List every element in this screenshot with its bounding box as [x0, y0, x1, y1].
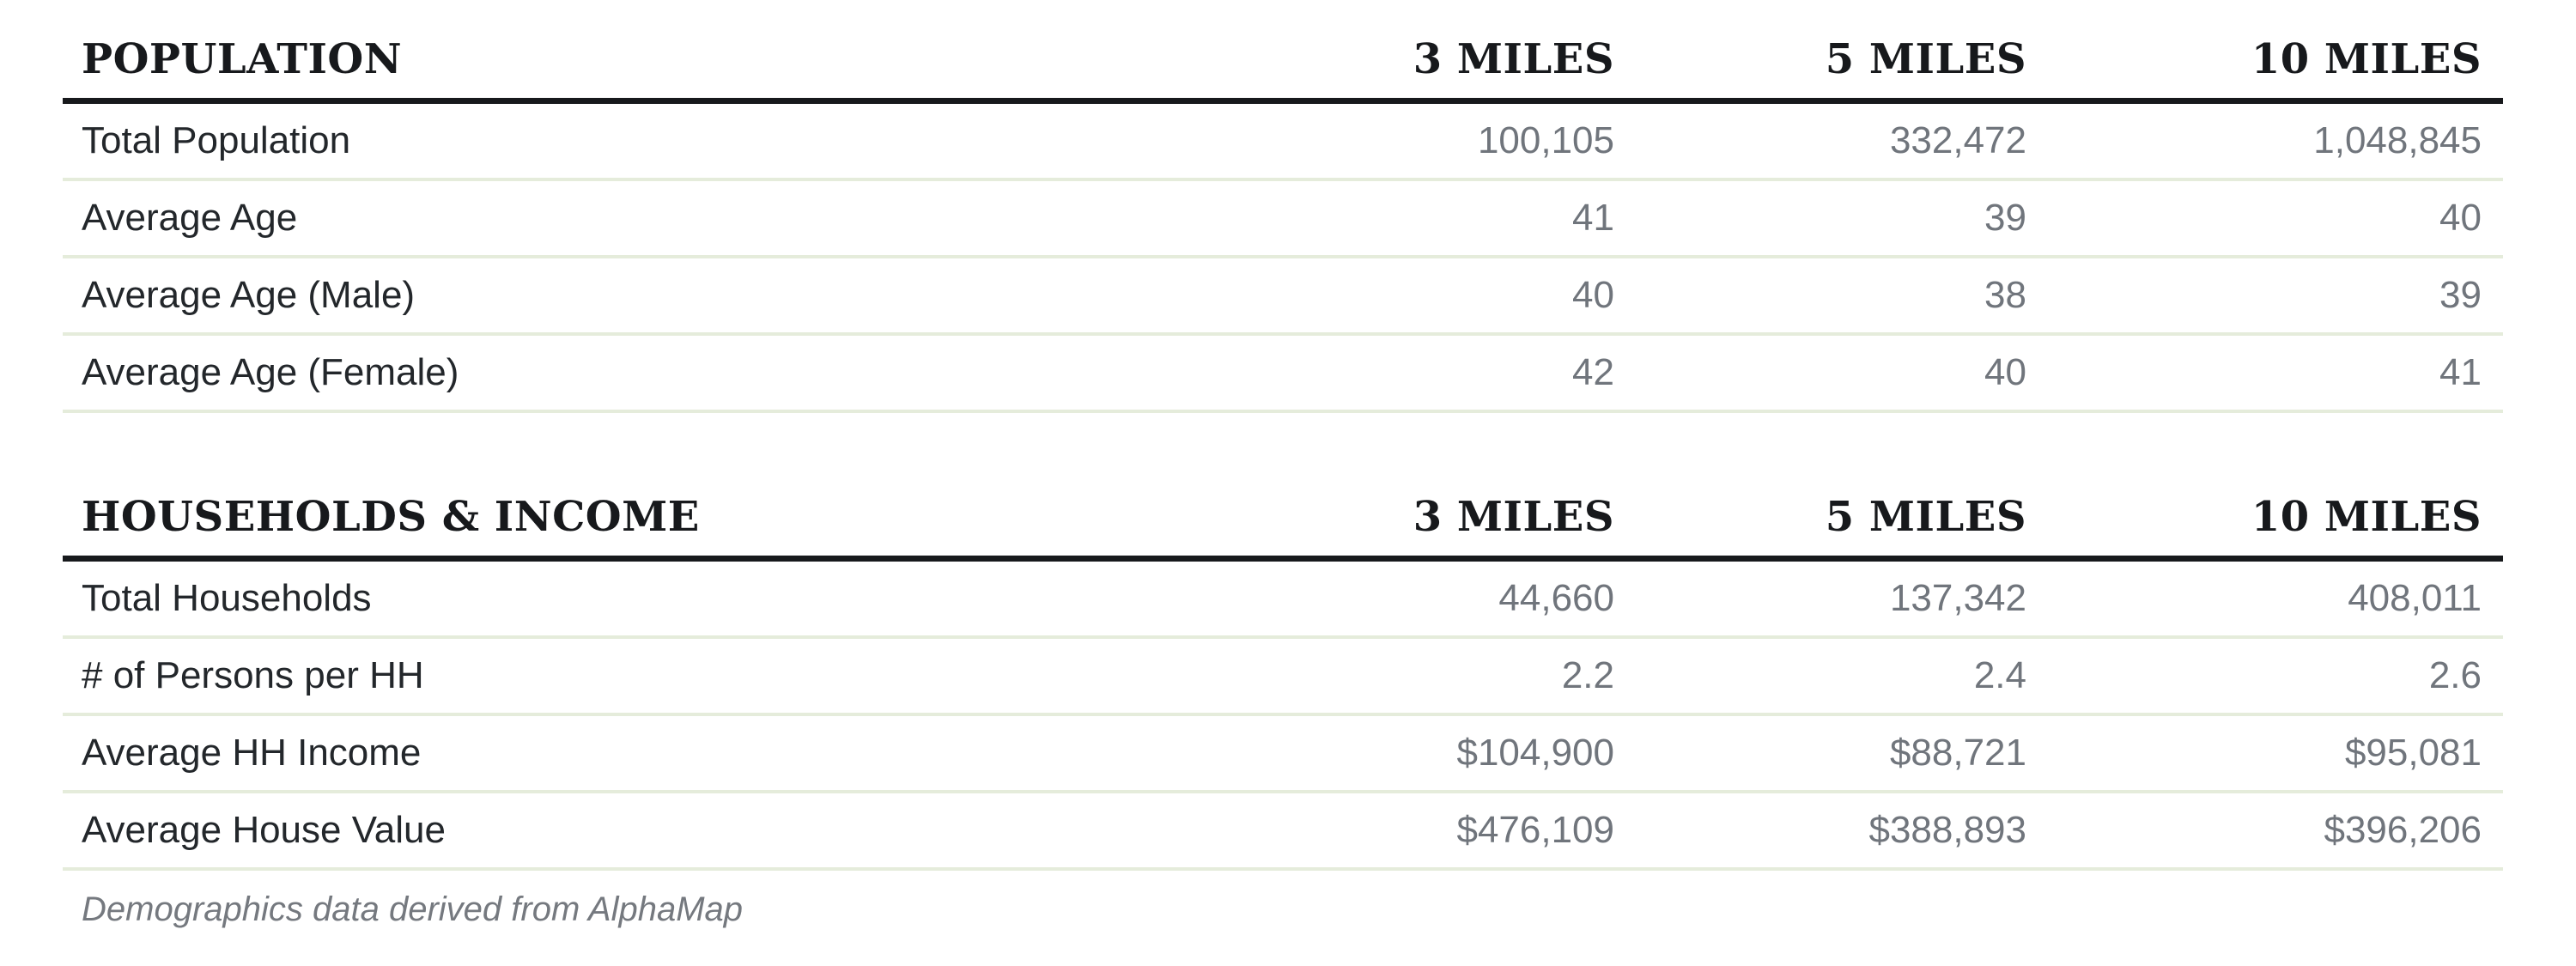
section-title-population: POPULATION — [63, 0, 1189, 104]
cell-value: 38 — [1636, 257, 2048, 336]
column-header-3-miles: 3 MILES — [1189, 492, 1636, 562]
row-label: Total Households — [63, 558, 1189, 639]
row-label: Average Age (Female) — [63, 334, 1189, 413]
cell-value: 39 — [2048, 257, 2503, 336]
row-label: Average Age (Male) — [63, 257, 1189, 336]
cell-value: $396,206 — [2048, 792, 2503, 871]
cell-value: 40 — [2048, 179, 2503, 258]
cell-value: 1,048,845 — [2048, 100, 2503, 181]
table-row-average-age-female: Average Age (Female) 42 40 41 — [63, 334, 2503, 413]
cell-value: 40 — [1636, 334, 2048, 413]
table-row-average-age: Average Age 41 39 40 — [63, 179, 2503, 258]
households-header-row: HOUSEHOLDS & INCOME 3 MILES 5 MILES 10 M… — [63, 492, 2503, 562]
column-header-10-miles: 10 MILES — [2048, 492, 2503, 562]
cell-value: 100,105 — [1189, 100, 1636, 181]
row-label: Average House Value — [63, 792, 1189, 871]
cell-value: 332,472 — [1636, 100, 2048, 181]
population-table: POPULATION 3 MILES 5 MILES 10 MILES Tota… — [63, 0, 2503, 413]
cell-value: 2.6 — [2048, 637, 2503, 716]
table-row-average-hh-income: Average HH Income $104,900 $88,721 $95,0… — [63, 714, 2503, 793]
row-label: # of Persons per HH — [63, 637, 1189, 716]
row-label: Total Population — [63, 100, 1189, 181]
cell-value: $88,721 — [1636, 714, 2048, 793]
table-row-persons-per-hh: # of Persons per HH 2.2 2.4 2.6 — [63, 637, 2503, 716]
row-label: Average HH Income — [63, 714, 1189, 793]
cell-value: $388,893 — [1636, 792, 2048, 871]
cell-value: $476,109 — [1189, 792, 1636, 871]
cell-value: 41 — [2048, 334, 2503, 413]
column-header-3-miles: 3 MILES — [1189, 0, 1636, 104]
data-source-footnote: Demographics data derived from AlphaMap — [82, 890, 744, 928]
cell-value: 408,011 — [2048, 558, 2503, 639]
households-income-table: HOUSEHOLDS & INCOME 3 MILES 5 MILES 10 M… — [63, 492, 2503, 871]
table-row-total-population: Total Population 100,105 332,472 1,048,8… — [63, 100, 2503, 181]
cell-value: $95,081 — [2048, 714, 2503, 793]
cell-value: 44,660 — [1189, 558, 1636, 639]
table-row-average-house-value: Average House Value $476,109 $388,893 $3… — [63, 792, 2503, 871]
cell-value: 39 — [1636, 179, 2048, 258]
cell-value: 137,342 — [1636, 558, 2048, 639]
row-label: Average Age — [63, 179, 1189, 258]
column-header-10-miles: 10 MILES — [2048, 0, 2503, 104]
cell-value: 41 — [1189, 179, 1636, 258]
column-header-5-miles: 5 MILES — [1636, 492, 2048, 562]
cell-value: 2.4 — [1636, 637, 2048, 716]
table-row-average-age-male: Average Age (Male) 40 38 39 — [63, 257, 2503, 336]
cell-value: 42 — [1189, 334, 1636, 413]
table-row-total-households: Total Households 44,660 137,342 408,011 — [63, 558, 2503, 639]
cell-value: 40 — [1189, 257, 1636, 336]
column-header-5-miles: 5 MILES — [1636, 0, 2048, 104]
section-title-households-income: HOUSEHOLDS & INCOME — [63, 492, 1189, 562]
cell-value: 2.2 — [1189, 637, 1636, 716]
population-header-row: POPULATION 3 MILES 5 MILES 10 MILES — [63, 0, 2503, 104]
cell-value: $104,900 — [1189, 714, 1636, 793]
